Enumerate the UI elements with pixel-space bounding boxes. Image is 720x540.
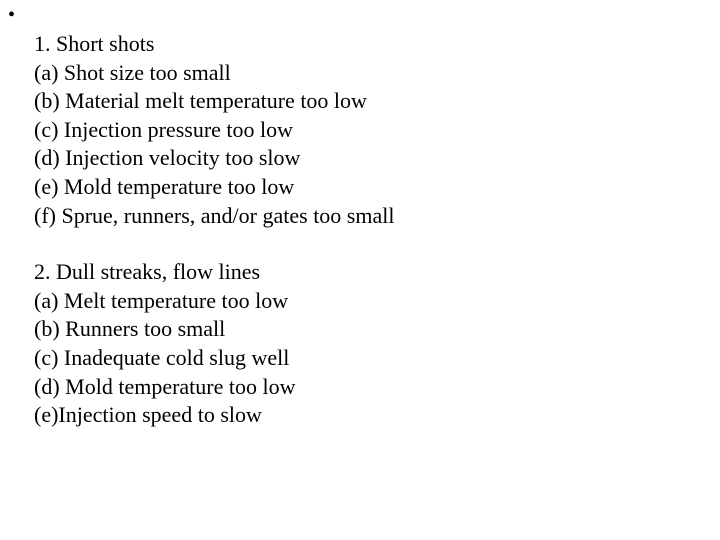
section-1-item-e: (e) Mold temperature too low bbox=[34, 173, 694, 202]
section-1-item-f: (f) Sprue, runners, and/or gates too sma… bbox=[34, 202, 694, 231]
section-1-item-a: (a) Shot size too small bbox=[34, 59, 694, 88]
bullet-icon: • bbox=[8, 2, 15, 28]
section-2-item-b: (b) Runners too small bbox=[34, 315, 694, 344]
content-block: 1. Short shots (a) Shot size too small (… bbox=[34, 30, 694, 458]
section-2-item-c: (c) Inadequate cold slug well bbox=[34, 344, 694, 373]
section-2: 2. Dull streaks, flow lines (a) Melt tem… bbox=[34, 258, 694, 430]
slide-container: • 1. Short shots (a) Shot size too small… bbox=[0, 0, 720, 540]
section-1-item-d: (d) Injection velocity too slow bbox=[34, 144, 694, 173]
section-1: 1. Short shots (a) Shot size too small (… bbox=[34, 30, 694, 230]
section-2-item-a: (a) Melt temperature too low bbox=[34, 287, 694, 316]
section-1-item-b: (b) Material melt temperature too low bbox=[34, 87, 694, 116]
section-1-item-c: (c) Injection pressure too low bbox=[34, 116, 694, 145]
section-1-title: 1. Short shots bbox=[34, 30, 694, 59]
section-2-item-e: (e)Injection speed to slow bbox=[34, 401, 694, 430]
section-2-item-d: (d) Mold temperature too low bbox=[34, 373, 694, 402]
section-2-title: 2. Dull streaks, flow lines bbox=[34, 258, 694, 287]
